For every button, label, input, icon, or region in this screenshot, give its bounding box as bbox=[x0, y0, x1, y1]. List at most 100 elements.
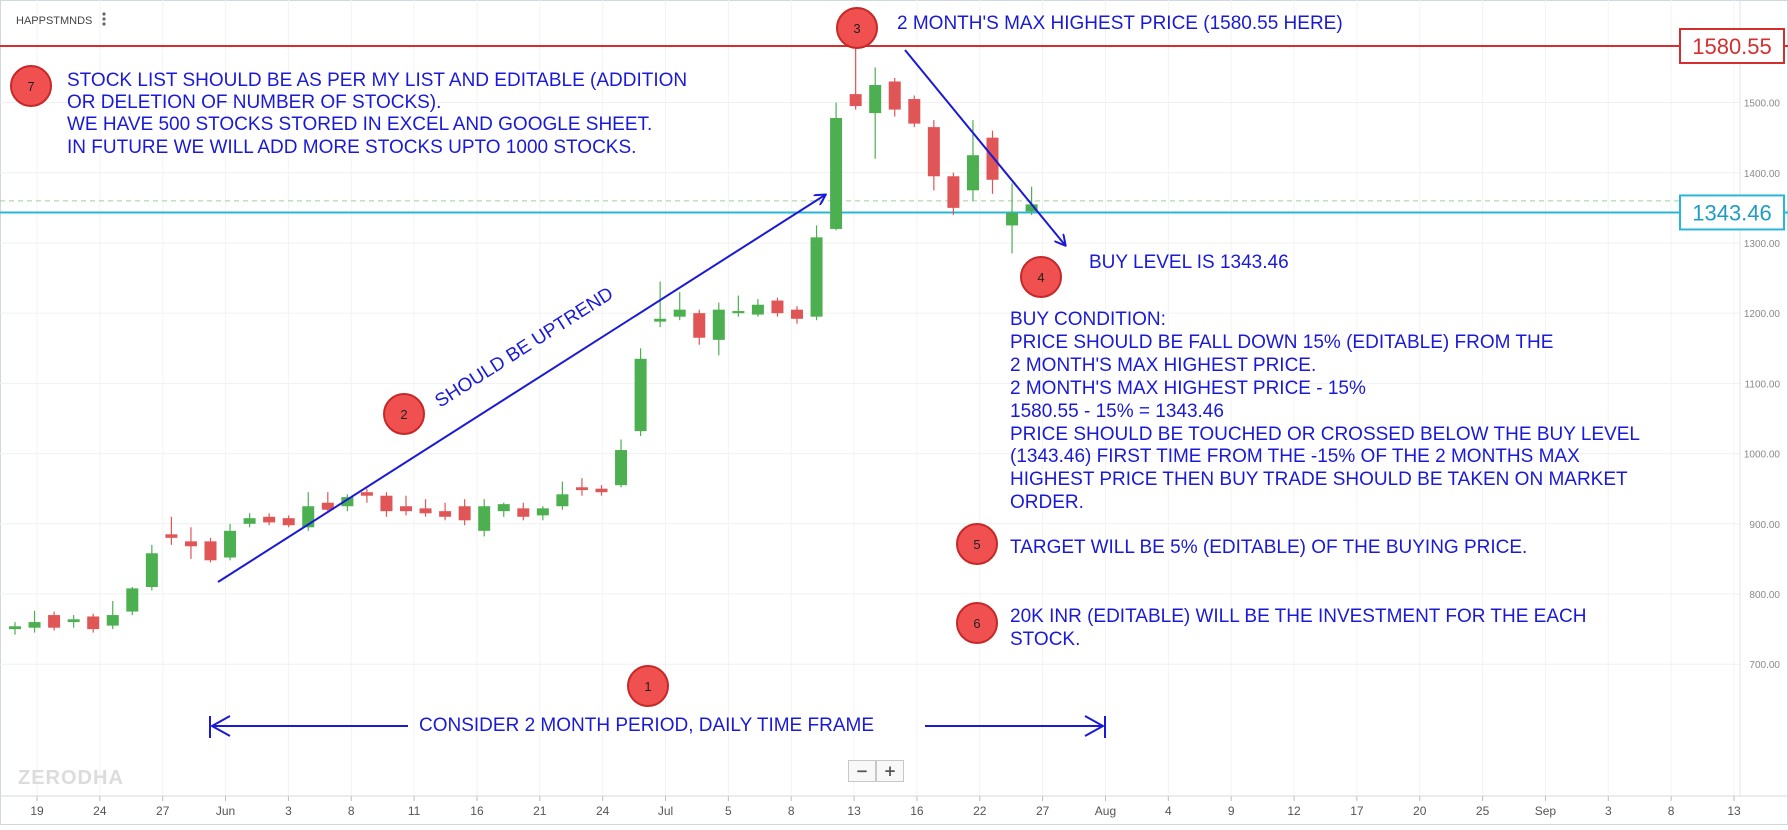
candle[interactable] bbox=[556, 481, 569, 510]
candle-body bbox=[145, 553, 158, 587]
candle[interactable] bbox=[869, 67, 882, 159]
svg-text:PRICE SHOULD BE FALL DOWN 15%: PRICE SHOULD BE FALL DOWN 15% (EDITABLE)… bbox=[1010, 332, 1553, 353]
x-tick-label: 13 bbox=[1727, 804, 1741, 818]
period-arrow bbox=[209, 715, 1106, 738]
candle[interactable] bbox=[48, 611, 61, 631]
annotation-1-text: CONSIDER 2 MONTH PERIOD, DAILY TIME FRAM… bbox=[419, 715, 874, 736]
candle-body bbox=[48, 615, 61, 628]
candle-body bbox=[869, 84, 882, 114]
candle-body bbox=[947, 176, 960, 208]
candle[interactable] bbox=[654, 281, 667, 328]
candle[interactable] bbox=[615, 439, 628, 488]
svg-text:BUY CONDITION:: BUY CONDITION: bbox=[1010, 309, 1166, 330]
candle[interactable] bbox=[439, 502, 452, 521]
candle-body bbox=[1025, 204, 1038, 212]
candle[interactable] bbox=[986, 130, 999, 194]
candle-body bbox=[243, 518, 256, 524]
candle[interactable] bbox=[224, 523, 237, 561]
svg-text:(1343.46) FIRST TIME FROM THE: (1343.46) FIRST TIME FROM THE -15% OF TH… bbox=[1010, 446, 1580, 467]
candle[interactable] bbox=[106, 601, 119, 630]
candle[interactable] bbox=[712, 302, 725, 356]
x-tick-label: 5 bbox=[725, 804, 732, 818]
candle[interactable] bbox=[517, 502, 530, 521]
candle[interactable] bbox=[927, 120, 940, 191]
y-tick-label: 1100.00 bbox=[1745, 379, 1781, 390]
marker-1: 1 bbox=[627, 665, 669, 707]
y-tick-label: 1500.00 bbox=[1744, 99, 1781, 110]
candle[interactable] bbox=[87, 613, 100, 633]
candle[interactable] bbox=[575, 478, 588, 496]
candle-body bbox=[654, 318, 667, 322]
candle[interactable] bbox=[732, 295, 745, 317]
candle[interactable] bbox=[888, 77, 901, 117]
candle[interactable] bbox=[1025, 186, 1038, 215]
candle[interactable] bbox=[145, 544, 158, 591]
svg-text:ORDER.: ORDER. bbox=[1010, 492, 1084, 513]
candle[interactable] bbox=[360, 488, 373, 503]
candle-body bbox=[595, 488, 608, 493]
candle[interactable] bbox=[126, 586, 139, 616]
svg-text:5: 5 bbox=[973, 537, 980, 552]
candle[interactable] bbox=[458, 499, 471, 526]
candle[interactable] bbox=[693, 309, 706, 345]
candle-body bbox=[517, 508, 530, 517]
candle[interactable] bbox=[791, 306, 803, 324]
marker-2: 2 bbox=[383, 393, 425, 435]
x-tick-label: 20 bbox=[1413, 804, 1427, 818]
candle-body bbox=[9, 626, 21, 630]
buy-price-label: 1343.46 bbox=[1679, 194, 1785, 231]
x-tick-label: 16 bbox=[910, 804, 924, 818]
marker-5: 5 bbox=[956, 523, 998, 565]
candle[interactable] bbox=[341, 494, 354, 512]
annotation-5-text: TARGET WILL BE 5% (EDITABLE) OF THE BUYI… bbox=[1010, 537, 1527, 558]
candle[interactable] bbox=[321, 492, 334, 512]
candle[interactable] bbox=[947, 172, 960, 215]
candle-body bbox=[712, 309, 725, 340]
candle[interactable] bbox=[497, 502, 510, 517]
candle-body bbox=[830, 117, 843, 229]
candle[interactable] bbox=[28, 610, 41, 633]
candle[interactable] bbox=[673, 292, 686, 321]
candle[interactable] bbox=[263, 513, 276, 526]
candle[interactable] bbox=[849, 46, 862, 110]
candle[interactable] bbox=[908, 95, 921, 128]
candle[interactable] bbox=[536, 506, 549, 521]
y-tick-label: 900.00 bbox=[1749, 520, 1780, 531]
candle[interactable] bbox=[9, 622, 21, 635]
candle[interactable] bbox=[380, 492, 393, 517]
candle[interactable] bbox=[810, 225, 823, 321]
svg-text:7: 7 bbox=[27, 79, 34, 94]
vertical-dots-icon[interactable] bbox=[102, 12, 106, 26]
zoom-out-button[interactable]: − bbox=[848, 760, 876, 782]
candle[interactable] bbox=[830, 102, 843, 231]
candle[interactable] bbox=[282, 515, 295, 528]
candle[interactable] bbox=[165, 516, 178, 545]
candle-body bbox=[575, 487, 588, 491]
y-tick-label: 800.00 bbox=[1749, 590, 1780, 601]
candle-body bbox=[380, 495, 393, 512]
candle[interactable] bbox=[67, 615, 80, 628]
candle[interactable] bbox=[771, 297, 784, 317]
candle[interactable] bbox=[478, 499, 491, 537]
candle[interactable] bbox=[419, 499, 432, 517]
candle[interactable] bbox=[243, 513, 256, 528]
svg-text:6: 6 bbox=[973, 616, 980, 631]
candle-body bbox=[419, 508, 432, 514]
candle-body bbox=[458, 506, 471, 521]
candle[interactable] bbox=[184, 527, 197, 559]
candle-body bbox=[224, 530, 237, 558]
x-tick-label: 27 bbox=[156, 804, 170, 818]
candle[interactable] bbox=[595, 485, 608, 496]
x-tick-label: 24 bbox=[596, 804, 610, 818]
svg-text:WE HAVE 500 STOCKS STORED IN E: WE HAVE 500 STOCKS STORED IN EXCEL AND G… bbox=[67, 114, 652, 135]
candle[interactable] bbox=[400, 495, 412, 516]
candle[interactable] bbox=[204, 537, 217, 563]
candle[interactable] bbox=[1006, 183, 1019, 254]
candle-body bbox=[634, 358, 647, 432]
x-tick-label: 12 bbox=[1287, 804, 1301, 818]
y-tick-label: 700.00 bbox=[1749, 660, 1780, 671]
candle[interactable] bbox=[751, 299, 764, 317]
candle[interactable] bbox=[634, 348, 647, 437]
zoom-in-button[interactable]: + bbox=[876, 760, 904, 782]
